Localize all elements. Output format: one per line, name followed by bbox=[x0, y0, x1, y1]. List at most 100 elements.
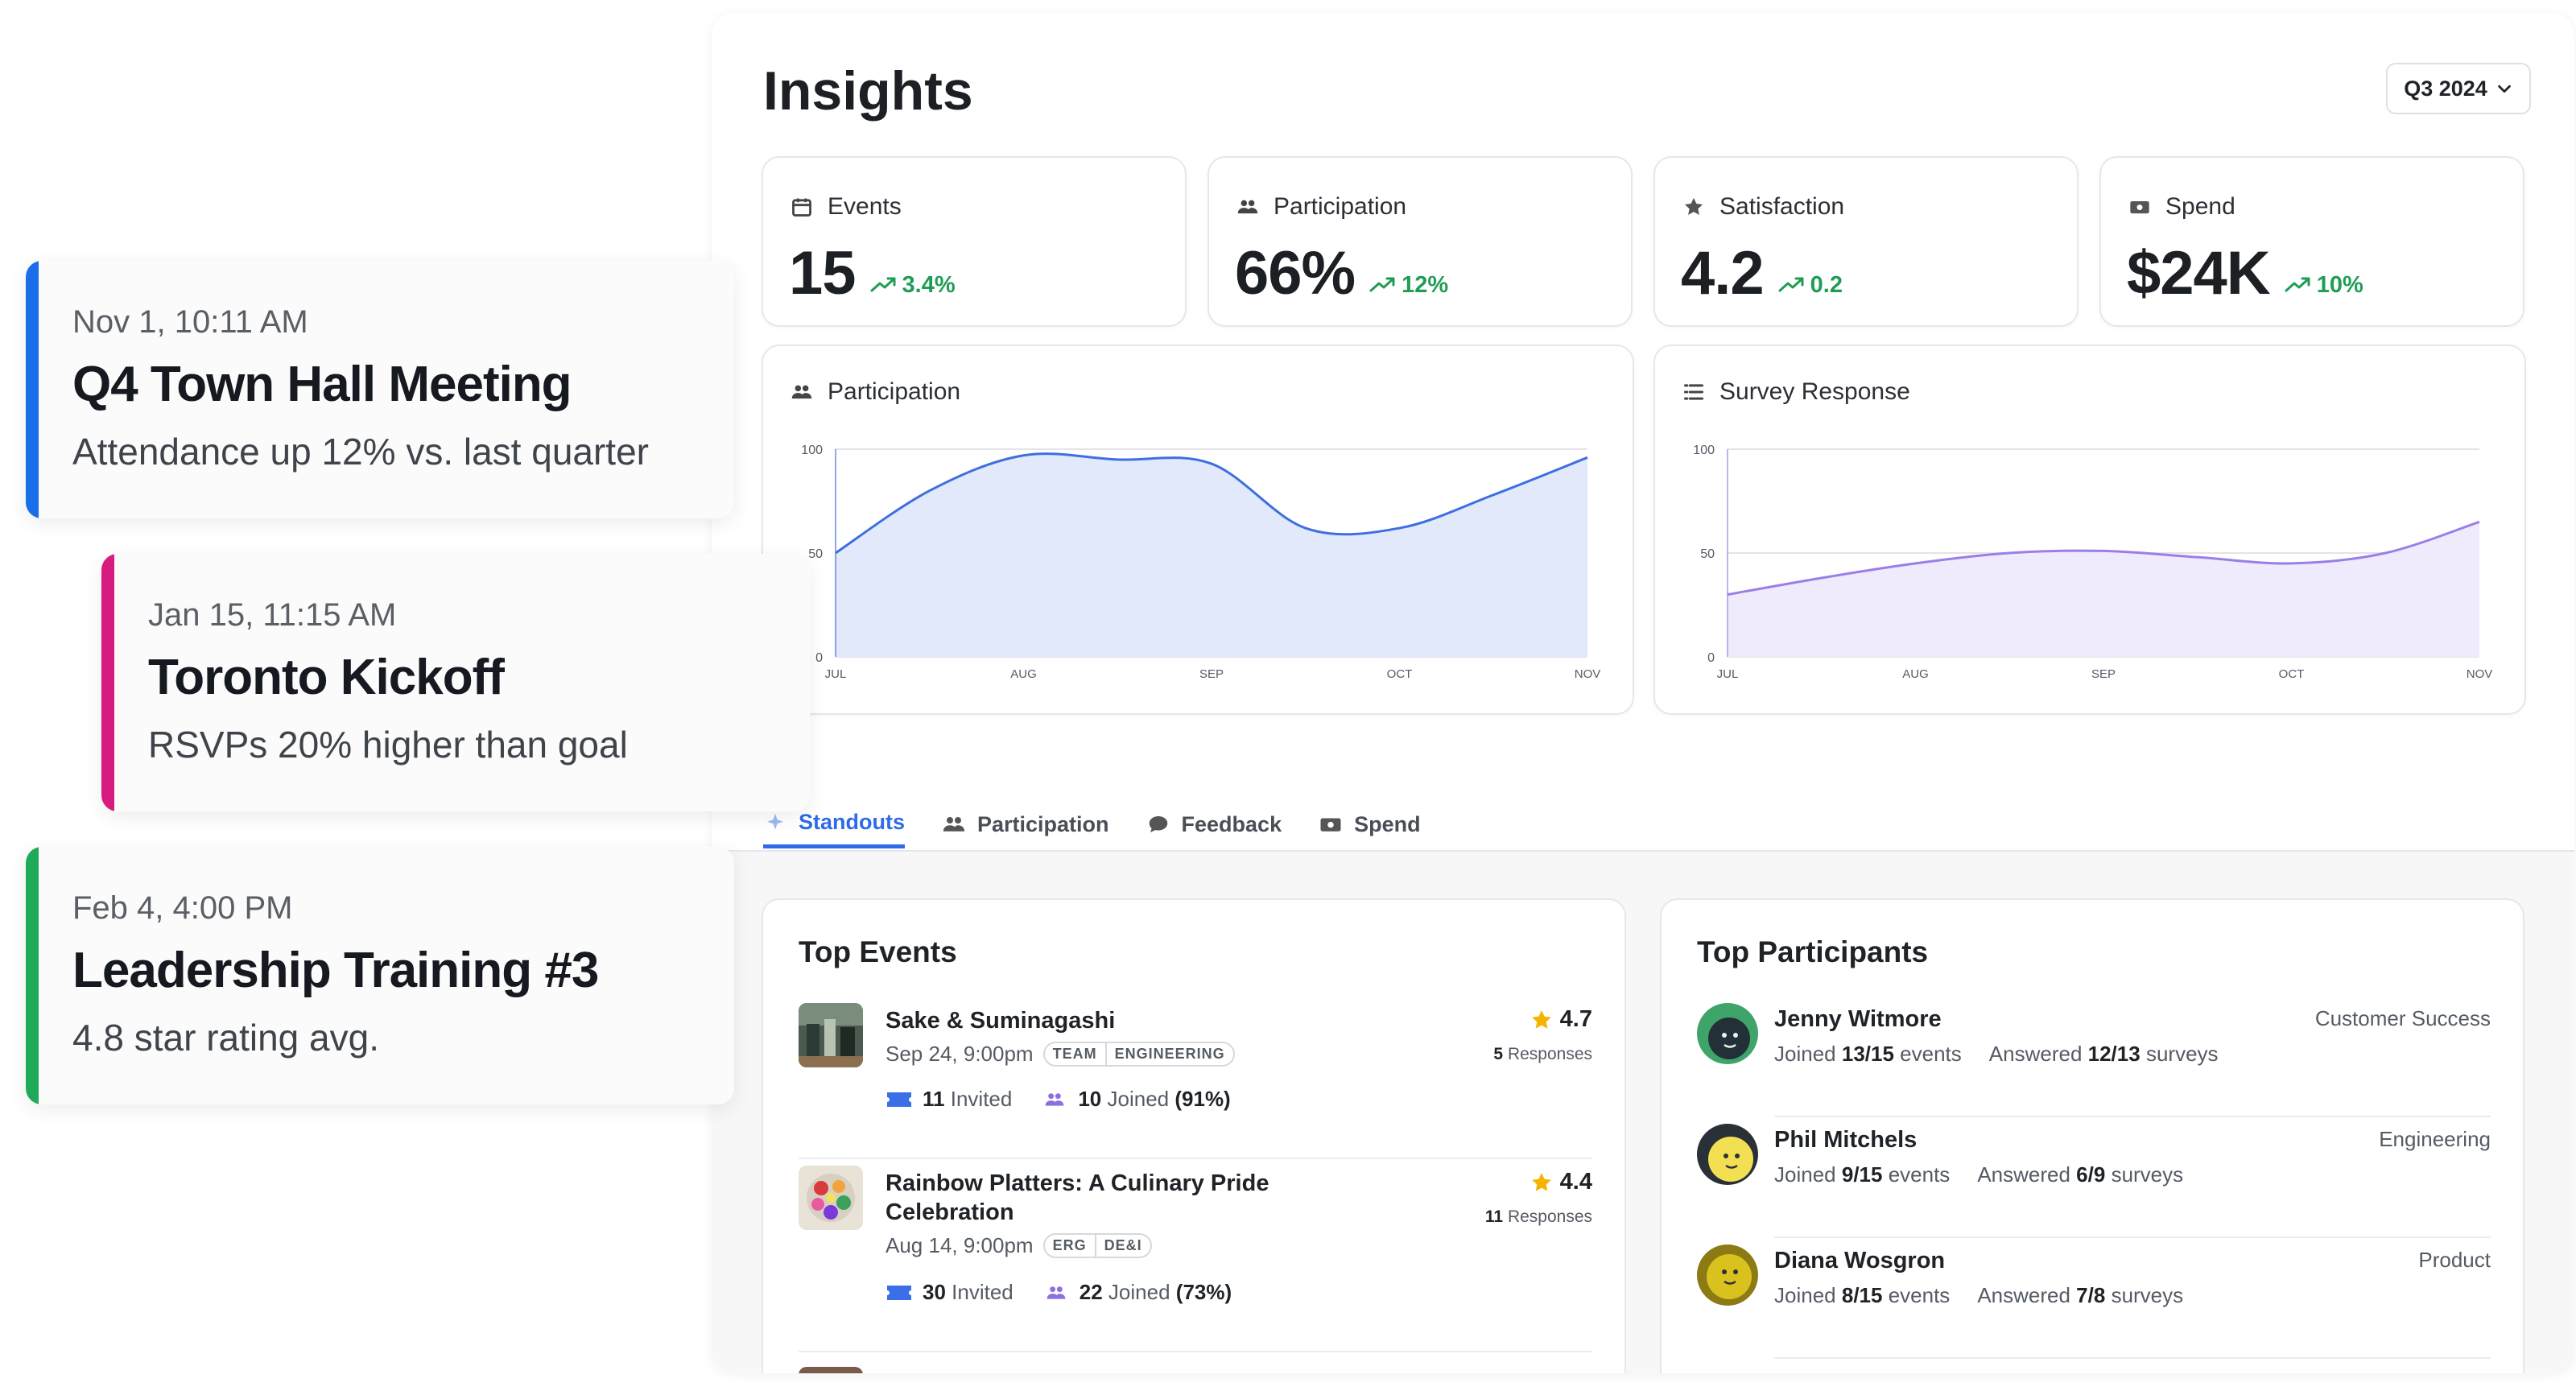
events-word: events bbox=[1900, 1042, 1962, 1066]
participant-department: Product bbox=[2418, 1248, 2491, 1272]
events-word: events bbox=[1888, 1162, 1951, 1187]
events-word: events bbox=[1888, 1283, 1951, 1307]
kpi-card-spend[interactable]: Spend $24K 10% bbox=[2099, 156, 2524, 327]
x-tick-label: SEP bbox=[2091, 667, 2116, 681]
chat-icon bbox=[1149, 816, 1167, 832]
joined-word: Joined bbox=[1774, 1042, 1836, 1066]
participant-row[interactable]: Diana Wosgron Joined 8/15 events Answere… bbox=[1697, 1244, 2491, 1349]
kpi-value: $24K bbox=[2127, 239, 2271, 308]
kpi-delta-value: 12% bbox=[1402, 271, 1449, 298]
accent-bar bbox=[101, 554, 114, 811]
tab-feedback[interactable]: Feedback bbox=[1146, 800, 1282, 848]
kpi-delta-value: 0.2 bbox=[1810, 271, 1843, 298]
y-tick-label: 0 bbox=[815, 651, 823, 665]
participant-stats: Joined 9/15 events Answered 6/9 surveys bbox=[1774, 1162, 2183, 1187]
star-icon bbox=[1531, 1009, 1551, 1029]
avatar bbox=[1697, 1244, 1758, 1306]
kpi-label: Participation bbox=[1274, 193, 1407, 220]
participant-name: Diana Wosgron bbox=[1774, 1248, 1946, 1273]
kpi-delta: 0.2 bbox=[1778, 272, 1843, 299]
participant-department: Customer Success bbox=[2314, 1006, 2491, 1030]
participation-chart: 0 50 100 JUL AUG SEP OCT NOV bbox=[801, 444, 1600, 681]
joined-ratio: 8/15 bbox=[1841, 1283, 1883, 1307]
notification-card[interactable]: Jan 15, 11:15 AM Toronto Kickoff RSVPs 2… bbox=[101, 554, 810, 811]
event-tags: ERG DE&I bbox=[1042, 1233, 1152, 1258]
top-participants-title: Top Participants bbox=[1697, 935, 1929, 968]
kpi-card-participation[interactable]: Participation 66% 12% bbox=[1208, 156, 1633, 327]
star-icon bbox=[1684, 197, 1703, 216]
kpi-label: Satisfaction bbox=[1719, 193, 1845, 220]
answered-word: Answered bbox=[1977, 1283, 2070, 1307]
insights-panel: Insights Q3 2024 Events 15 3.4% Particip… bbox=[712, 13, 2574, 1373]
area-fill bbox=[1728, 522, 2479, 657]
notification-detail: RSVPs 20% higher than goal bbox=[148, 724, 628, 766]
notification-detail: 4.8 star rating avg. bbox=[72, 1017, 379, 1059]
row-divider bbox=[799, 1351, 1592, 1352]
row-divider bbox=[1774, 1116, 2491, 1117]
notification-card[interactable]: Nov 1, 10:11 AM Q4 Town Hall Meeting Att… bbox=[26, 261, 734, 518]
y-tick-label: 50 bbox=[1700, 547, 1715, 561]
notification-detail: Attendance up 12% vs. last quarter bbox=[72, 431, 649, 473]
row-divider bbox=[1774, 1236, 2491, 1238]
event-rating: 4.4 bbox=[1530, 1169, 1592, 1195]
event-stats: 30 Invited 22 Joined (73%) bbox=[886, 1280, 1232, 1305]
joined-label: Joined bbox=[1107, 1087, 1170, 1111]
tab-spend[interactable]: Spend bbox=[1319, 800, 1421, 848]
answered-ratio: 12/13 bbox=[2087, 1042, 2140, 1066]
event-responses: 5 Responses bbox=[1493, 1045, 1592, 1064]
tab-participation[interactable]: Participation bbox=[942, 800, 1109, 848]
joined-pct: (73%) bbox=[1175, 1280, 1232, 1304]
series-line bbox=[1727, 520, 2480, 596]
event-meta: Sep 24, 9:00pm TEAM ENGINEERING bbox=[886, 1042, 1235, 1067]
x-tick-label: NOV bbox=[2467, 667, 2493, 681]
joined-stat: 10 Joined (91%) bbox=[1041, 1087, 1231, 1112]
period-select[interactable]: Q3 2024 bbox=[2386, 63, 2531, 114]
event-tag: ENGINEERING bbox=[1104, 1043, 1233, 1065]
kpi-value: 15 bbox=[789, 239, 857, 308]
survey-response-chart: 0 50 100 JUL AUG SEP OCT NOV bbox=[1693, 444, 2493, 681]
x-tick-label: SEP bbox=[1199, 667, 1224, 681]
responses-count: 5 bbox=[1493, 1045, 1504, 1063]
tab-standouts[interactable]: Standouts bbox=[763, 800, 905, 848]
accent-bar bbox=[26, 261, 39, 518]
event-tag: ERG bbox=[1052, 1237, 1087, 1253]
y-tick-label: 100 bbox=[1693, 444, 1715, 457]
surveys-word: surveys bbox=[2111, 1162, 2184, 1187]
notification-title: Leadership Training #3 bbox=[72, 943, 599, 998]
participant-department: Engineering bbox=[2379, 1127, 2491, 1151]
invited-label: Invited bbox=[952, 1280, 1013, 1304]
event-row[interactable]: Sake & Suminagashi Sep 24, 9:00pm TEAM E… bbox=[799, 1003, 1592, 1140]
survey-response-chart-card: Survey Response 0 50 100 JUL AUG SEP OCT NOV bbox=[1653, 345, 2526, 715]
joined-ratio: 13/15 bbox=[1841, 1042, 1894, 1066]
kpi-label: Events bbox=[828, 193, 902, 220]
event-row[interactable]: Rainbow Platters: A Culinary Pride Celeb… bbox=[799, 1166, 1592, 1327]
participant-name: Jenny Witmore bbox=[1774, 1006, 1942, 1032]
invited-stat: 11 Invited bbox=[886, 1087, 1012, 1112]
event-name: Sake & Suminagashi bbox=[886, 1008, 1116, 1034]
kpi-card-satisfaction[interactable]: Satisfaction 4.2 0.2 bbox=[1653, 156, 2079, 327]
list-icon bbox=[1683, 384, 1704, 400]
notification-card[interactable]: Feb 4, 4:00 PM Leadership Training #3 4.… bbox=[26, 847, 734, 1104]
answered-ratio: 6/9 bbox=[2076, 1162, 2106, 1187]
people-icon bbox=[791, 385, 812, 399]
participant-row[interactable]: Jenny Witmore Joined 13/15 events Answer… bbox=[1697, 1003, 2491, 1108]
participant-row[interactable]: Phil Mitchels Joined 9/15 events Answere… bbox=[1697, 1124, 2491, 1228]
event-date: Aug 14, 9:00pm bbox=[886, 1233, 1034, 1257]
notification-time: Jan 15, 11:15 AM bbox=[148, 597, 397, 633]
invited-label: Invited bbox=[950, 1087, 1013, 1111]
participant-stats: Joined 8/15 events Answered 7/8 surveys bbox=[1774, 1283, 2183, 1308]
joined-word: Joined bbox=[1774, 1162, 1836, 1187]
answered-word: Answered bbox=[1988, 1042, 2083, 1066]
x-tick-label: AUG bbox=[1902, 667, 1929, 681]
event-tag: TEAM bbox=[1052, 1046, 1097, 1062]
notification-title: Toronto Kickoff bbox=[148, 650, 505, 705]
avatar bbox=[1697, 1124, 1758, 1185]
trend-up-icon bbox=[2285, 277, 2310, 292]
participant-stats: Joined 13/15 events Answered 12/13 surve… bbox=[1774, 1042, 2219, 1067]
trend-up-icon bbox=[1778, 277, 1804, 292]
invited-count: 11 bbox=[923, 1087, 945, 1111]
avatar bbox=[1697, 1003, 1758, 1064]
kpi-value: 4.2 bbox=[1681, 239, 1765, 308]
kpi-value: 66% bbox=[1235, 239, 1356, 308]
kpi-card-events[interactable]: Events 15 3.4% bbox=[762, 156, 1187, 327]
